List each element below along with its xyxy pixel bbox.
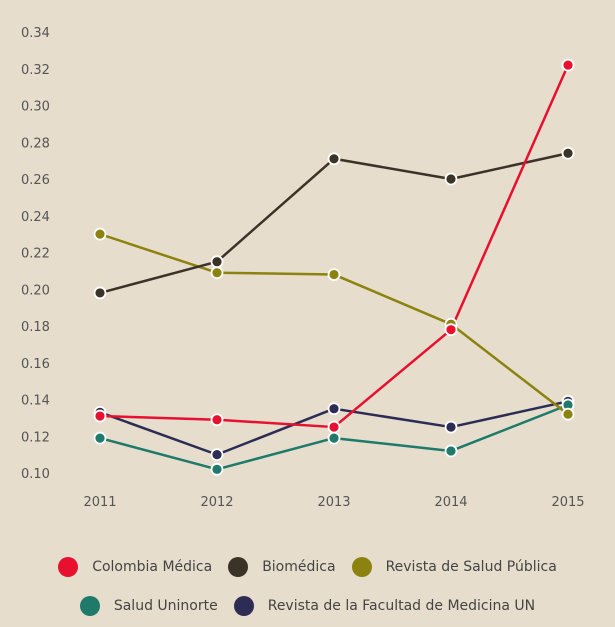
data-point[interactable]	[444, 444, 458, 458]
legend-item[interactable]: Colombia Médica	[58, 557, 212, 577]
legend-row-2: Salud Uninorte Revista de la Facultad de …	[0, 596, 615, 616]
series-points	[93, 58, 575, 476]
legend-label: Colombia Médica	[92, 559, 213, 575]
data-point[interactable]	[561, 58, 575, 72]
y-tick-label: 0.14	[21, 394, 50, 409]
legend-dot-icon	[233, 596, 254, 616]
data-point[interactable]	[444, 420, 458, 434]
data-point[interactable]	[210, 462, 224, 476]
y-tick-label: 0.22	[21, 247, 50, 262]
data-point[interactable]	[444, 172, 458, 186]
data-point[interactable]	[327, 152, 341, 166]
y-tick-label: 0.12	[21, 430, 50, 445]
x-tick-label: 2011	[83, 495, 116, 510]
legend-dot-icon	[228, 557, 249, 577]
y-tick-label: 0.26	[21, 173, 50, 188]
legend-item[interactable]: Salud Uninorte	[79, 596, 218, 616]
series-line	[99, 232, 569, 416]
y-tick-label: 0.34	[21, 26, 50, 41]
y-tick-label: 0.18	[21, 320, 50, 335]
x-axis-ticks: 2011 2012 2013 2014 2015	[83, 495, 584, 510]
data-point[interactable]	[93, 431, 107, 445]
legend-item[interactable]: Revista de Salud Pública	[351, 557, 557, 577]
data-point[interactable]	[327, 402, 341, 416]
y-tick-label: 0.28	[21, 136, 50, 151]
legend-dot-icon	[58, 557, 79, 577]
y-tick-label: 0.32	[21, 63, 50, 78]
x-tick-label: 2012	[200, 495, 233, 510]
line-chart: 0.10 0.12 0.14 0.16 0.18 0.20 0.22 0.24 0.26 0.28…	[21, 26, 585, 510]
data-point[interactable]	[93, 409, 107, 423]
data-point[interactable]	[561, 146, 575, 160]
legend-label: Revista de Salud Pública	[385, 559, 557, 575]
y-tick-label: 0.10	[21, 467, 50, 482]
x-tick-label: 2014	[434, 495, 467, 510]
data-point[interactable]	[210, 448, 224, 462]
x-tick-label: 2015	[551, 495, 584, 510]
data-point[interactable]	[327, 431, 341, 445]
legend-label: Salud Uninorte	[113, 598, 218, 614]
y-tick-label: 0.16	[21, 357, 50, 372]
data-point[interactable]	[93, 227, 107, 241]
legend-dot-icon	[351, 557, 372, 577]
data-point[interactable]	[210, 255, 224, 269]
data-point[interactable]	[444, 323, 458, 337]
data-point[interactable]	[327, 268, 341, 281]
legend-row-1: Colombia Médica Biomédica Revista de Salud…	[0, 557, 615, 577]
y-tick-label: 0.30	[21, 100, 50, 115]
y-axis-ticks: 0.10 0.12 0.14 0.16 0.18 0.20 0.22 0.24 0.26 0.28…	[21, 26, 50, 482]
legend-label: Revista de la Facultad de Medicina UN	[267, 598, 536, 614]
x-tick-label: 2013	[317, 495, 350, 510]
legend-dot-icon	[79, 596, 100, 616]
data-point[interactable]	[561, 407, 575, 421]
y-tick-label: 0.24	[21, 210, 50, 225]
data-point[interactable]	[327, 420, 341, 434]
legend-item[interactable]: Revista de la Facultad de Medicina UN	[233, 596, 536, 616]
data-point[interactable]	[93, 286, 107, 300]
data-point[interactable]	[210, 266, 224, 280]
legend-item[interactable]: Biomédica	[228, 557, 336, 577]
data-point[interactable]	[210, 413, 224, 427]
series-line	[99, 64, 570, 429]
y-tick-label: 0.20	[21, 283, 50, 298]
legend-label: Biomédica	[262, 559, 336, 575]
